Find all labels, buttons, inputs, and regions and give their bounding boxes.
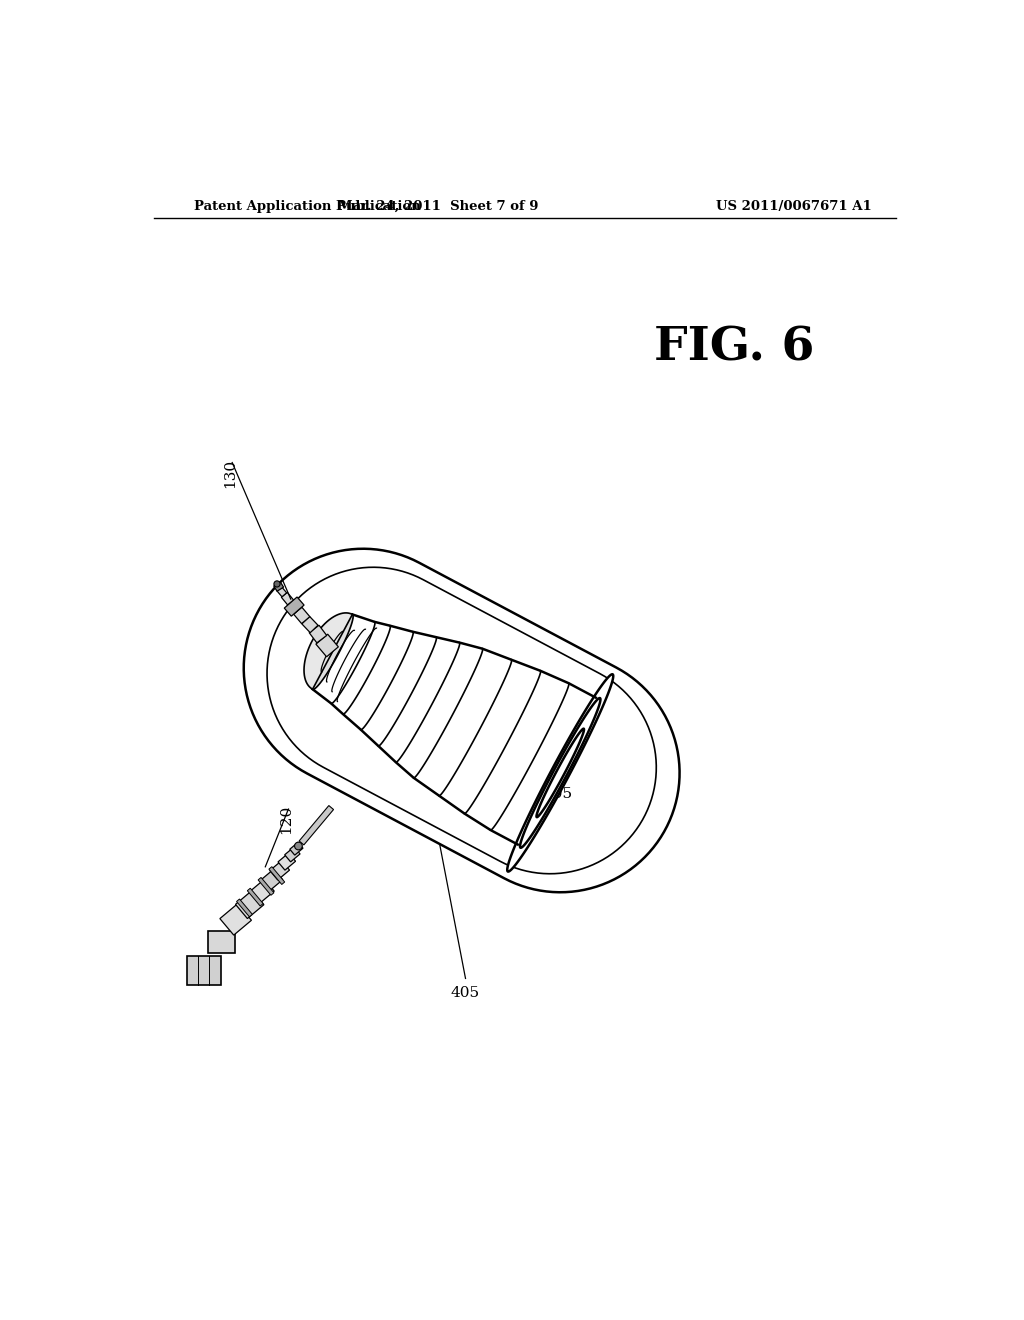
Polygon shape — [269, 867, 285, 884]
Polygon shape — [273, 582, 284, 591]
Text: 130: 130 — [223, 459, 237, 488]
Polygon shape — [250, 879, 274, 903]
Text: US 2011/0067671 A1: US 2011/0067671 A1 — [716, 199, 871, 213]
Polygon shape — [285, 597, 304, 616]
Polygon shape — [267, 568, 656, 874]
Polygon shape — [537, 729, 584, 817]
Polygon shape — [282, 593, 294, 605]
Polygon shape — [186, 956, 220, 985]
Polygon shape — [315, 634, 338, 657]
Polygon shape — [312, 614, 353, 689]
Polygon shape — [258, 878, 274, 895]
Text: 405: 405 — [451, 986, 480, 1001]
Text: Patent Application Publication: Patent Application Publication — [194, 199, 421, 213]
Polygon shape — [507, 675, 613, 871]
Circle shape — [295, 842, 302, 850]
Polygon shape — [294, 607, 310, 623]
Polygon shape — [236, 891, 264, 919]
Polygon shape — [302, 616, 318, 632]
Polygon shape — [237, 899, 252, 917]
Polygon shape — [290, 842, 303, 855]
Polygon shape — [278, 853, 296, 870]
Polygon shape — [261, 869, 283, 891]
Text: 120: 120 — [280, 805, 293, 834]
Polygon shape — [299, 805, 334, 845]
Polygon shape — [269, 861, 290, 880]
Polygon shape — [309, 626, 327, 643]
Polygon shape — [248, 888, 263, 906]
Polygon shape — [285, 847, 300, 862]
Text: FIG. 6: FIG. 6 — [654, 323, 814, 370]
Polygon shape — [287, 599, 301, 614]
Polygon shape — [244, 549, 680, 892]
Polygon shape — [304, 612, 352, 689]
Polygon shape — [520, 698, 600, 847]
Polygon shape — [220, 904, 252, 935]
Polygon shape — [276, 586, 287, 597]
Text: 105: 105 — [544, 787, 572, 800]
Circle shape — [274, 581, 281, 587]
Polygon shape — [208, 932, 236, 953]
Text: Mar. 24, 2011  Sheet 7 of 9: Mar. 24, 2011 Sheet 7 of 9 — [338, 199, 539, 213]
